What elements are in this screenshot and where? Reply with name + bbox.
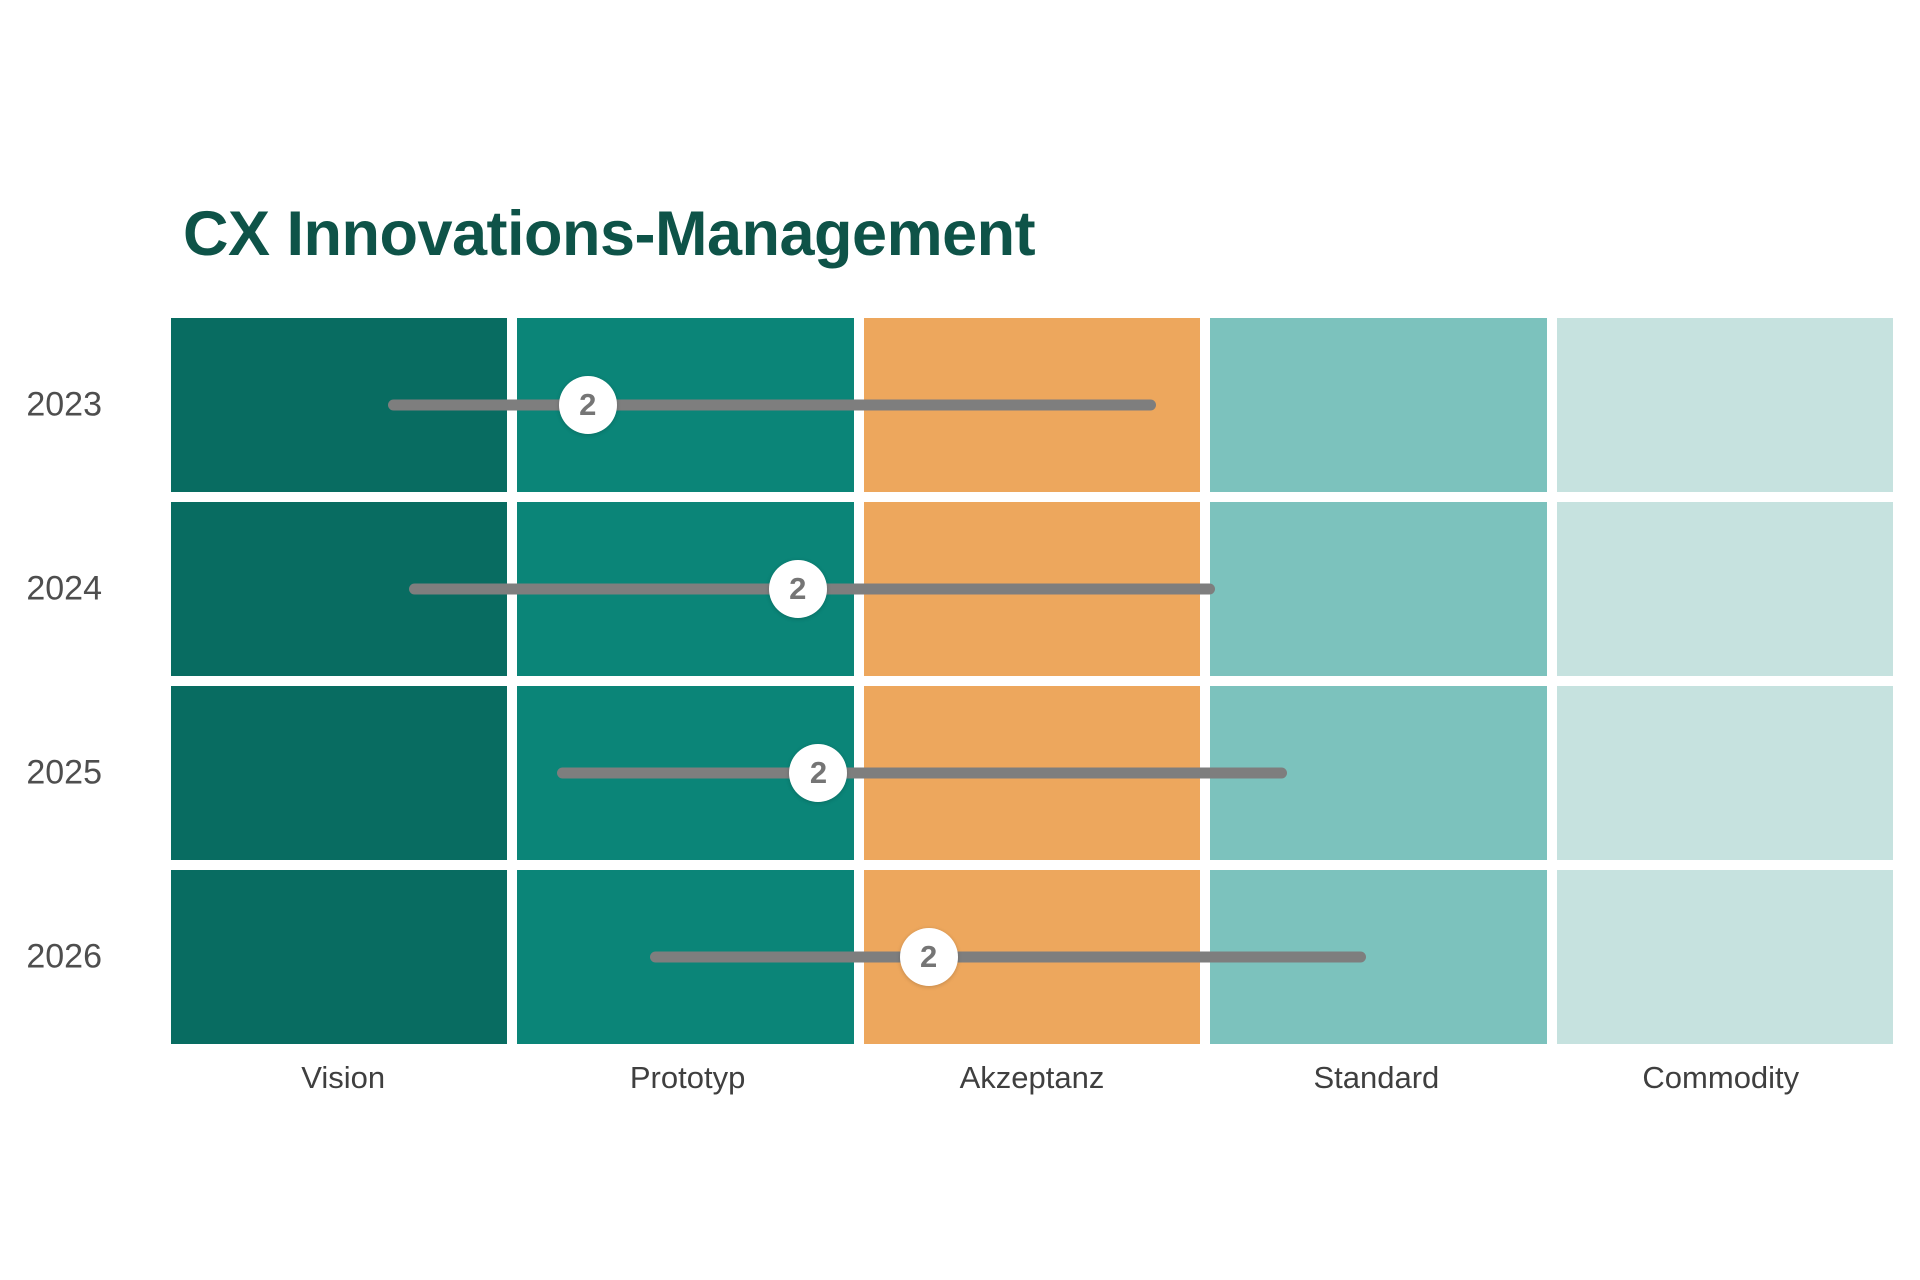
count-badge: 2 <box>899 928 958 986</box>
grid-cell <box>1556 870 1893 1044</box>
grid-cell <box>171 686 508 860</box>
count-badge: 2 <box>558 376 617 434</box>
phase-label: Prototyp <box>629 1060 746 1095</box>
phase-label: Vision <box>301 1060 386 1095</box>
phase-label: Commodity <box>1642 1060 1800 1095</box>
grid-cell <box>1556 686 1893 860</box>
grid-cell <box>1210 502 1547 676</box>
year-label: 2026 <box>26 937 102 976</box>
count-badge: 2 <box>768 560 827 618</box>
year-label: 2023 <box>26 385 102 424</box>
innovation-phase-grid <box>171 318 1893 1044</box>
chart-title: CX Innovations-Management <box>183 199 1036 269</box>
count-badge: 2 <box>789 744 848 802</box>
phase-label: Standard <box>1313 1060 1440 1095</box>
year-label: 2025 <box>26 753 102 792</box>
range-bar <box>556 767 1287 779</box>
range-bar <box>649 951 1367 963</box>
year-axis: 2023 2024 2025 2026 <box>0 318 128 1044</box>
year-label: 2024 <box>26 569 102 608</box>
grid-cell <box>1556 502 1893 676</box>
phase-axis: Vision Prototyp Akzeptanz Standard Commodity <box>171 1044 1893 1114</box>
phase-label: Akzeptanz <box>959 1060 1105 1095</box>
grid-cell <box>1210 318 1547 492</box>
range-bar <box>387 399 1156 411</box>
grid-cell <box>171 870 508 1044</box>
range-bars-overlay: 2 2 2 2 <box>171 318 1893 1044</box>
grid-cell <box>1556 318 1893 492</box>
